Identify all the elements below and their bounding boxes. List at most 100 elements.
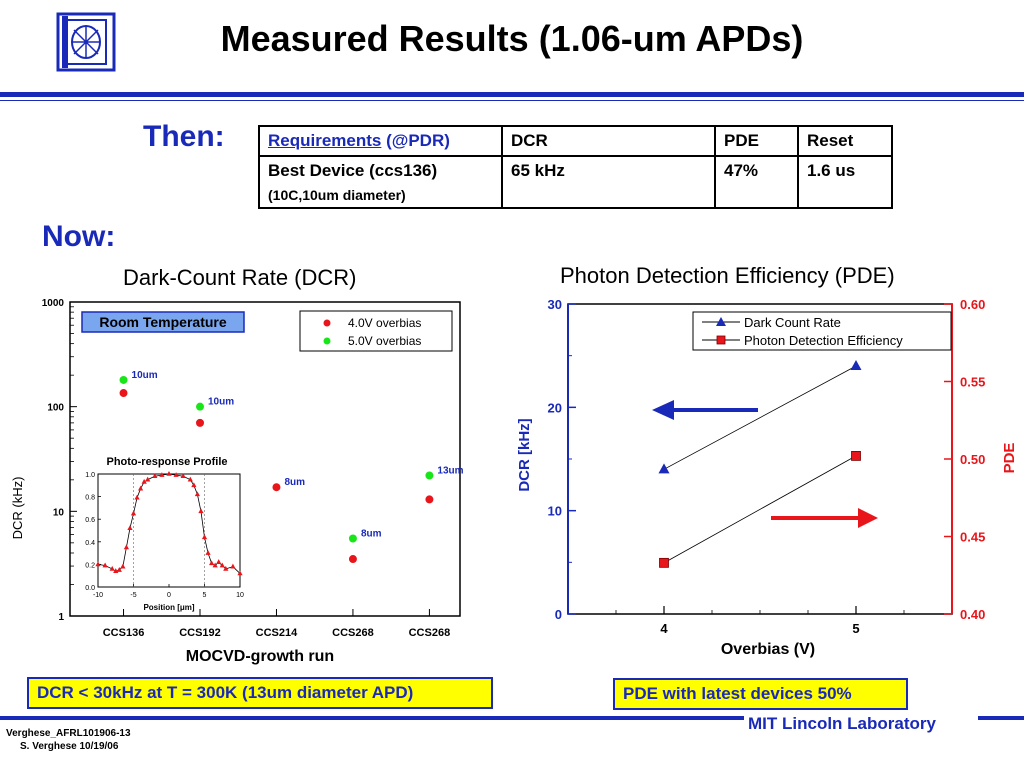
inset-profile-point	[141, 478, 147, 484]
inset-profile-point	[138, 485, 144, 491]
dcr-point-5v	[119, 375, 128, 384]
legend-label-dcr: Dark Count Rate	[744, 315, 841, 330]
inset-ytick-label: 0.2	[85, 562, 95, 569]
pde-left-tick-label: 20	[548, 400, 562, 415]
pde-left-tick-label: 0	[555, 607, 562, 622]
header-pde: PDE	[714, 125, 799, 157]
title-divider-thin	[0, 100, 1024, 101]
footer-rule-left	[0, 716, 744, 720]
dcr-legend	[299, 310, 453, 352]
inset-profile-point	[159, 472, 165, 477]
inset-profile-point	[134, 494, 140, 500]
inset-profile-point	[173, 472, 179, 477]
table-header-row: Requirements (@PDR) DCR PDE Reset	[258, 125, 893, 157]
inset-profile-point	[209, 560, 215, 566]
dcr-size-annotation: 13um	[437, 465, 463, 476]
pde-heading: Photon Detection Efficiency (PDE)	[560, 263, 895, 288]
inset-profile-point	[123, 544, 129, 550]
inset-profile-point	[166, 471, 172, 476]
inset-profile-point	[180, 473, 186, 479]
inset-profile-point	[95, 561, 101, 567]
inset-profile-point	[191, 482, 197, 488]
dcr-xtick-label: CCS192	[179, 627, 221, 639]
header-reset: Reset	[797, 125, 893, 157]
dcr-point-4v	[425, 495, 434, 504]
legend-marker-5v	[323, 337, 331, 345]
inset-xlabel: Position [μm]	[143, 603, 194, 612]
cell-dcr: 65 kHz	[501, 155, 716, 209]
title-divider	[0, 92, 1024, 97]
dcr-ytick-label: 1	[58, 612, 64, 623]
inset-profile-point	[216, 559, 222, 564]
inset-profile-point	[212, 562, 218, 568]
requirements-link[interactable]: Requirements	[268, 131, 382, 150]
pde-plot-frame	[567, 303, 953, 615]
table-row: Best Device (ccs136) (10C,10um diameter)…	[258, 155, 893, 209]
dcr-size-annotation: 10um	[132, 370, 158, 381]
pde-series-line-1	[663, 455, 857, 564]
pde-point-dcr	[658, 463, 670, 474]
pde-point-pde	[659, 557, 669, 568]
legend-marker-pde	[716, 335, 726, 345]
dcr-point-4v	[348, 555, 357, 564]
inset-profile-point	[145, 476, 151, 482]
header-pdr-suffix: (@PDR)	[381, 131, 450, 150]
inset-ytick-label: 0.6	[85, 517, 95, 524]
left-axis-arrow	[652, 400, 758, 420]
inset-profile-point	[130, 510, 137, 516]
inset-profile-point	[237, 570, 243, 576]
footer-rule-right	[978, 716, 1024, 720]
pde-right-tick-label: 0.40	[960, 607, 985, 622]
dcr-ytick-label: 10	[53, 507, 65, 518]
inset-profile-point	[116, 567, 122, 572]
footer-author-date: S. Verghese 10/19/06	[20, 741, 119, 752]
footer-doc-id: Verghese_AFRL101906-13	[6, 728, 131, 739]
pde-ylabel-left: DCR [kHz]	[516, 418, 533, 491]
inset-profile-point	[120, 563, 126, 569]
pde-legend	[692, 311, 952, 351]
page-title: Measured Results (1.06-um APDs)	[220, 18, 804, 59]
dcr-xtick-label: CCS268	[332, 627, 374, 639]
inset-profile-point	[201, 534, 208, 540]
pde-right-tick-label: 0.55	[960, 375, 985, 390]
requirements-table: Requirements (@PDR) DCR PDE Reset Best D…	[258, 125, 893, 209]
legend-marker-dcr	[716, 317, 726, 326]
inset-ytick-label: 0.8	[85, 495, 95, 502]
inset-profile-point	[109, 565, 115, 571]
dcr-point-4v	[272, 483, 281, 492]
inset-xtick-label: 5	[203, 592, 207, 599]
now-label: Now:	[42, 220, 116, 253]
inset-xtick-label: -5	[130, 592, 136, 599]
inset-profile-point	[219, 562, 225, 568]
dcr-xtick-label: CCS214	[256, 627, 298, 639]
device-name: Best Device (ccs136)	[268, 161, 438, 180]
logo	[56, 12, 116, 72]
dcr-ytick-label: 100	[47, 403, 64, 414]
cell-reset: 1.6 us	[797, 155, 893, 209]
pde-xtick-label: 4	[660, 621, 668, 636]
legend-label-4v: 4.0V overbias	[348, 316, 421, 330]
pde-right-tick-label: 0.50	[960, 452, 985, 467]
dcr-ytick-label: 1000	[42, 298, 65, 309]
inset-profile-point	[194, 491, 200, 497]
pde-series-line-0	[663, 365, 857, 470]
inset-profile-point	[102, 562, 108, 568]
legend-label-pde: Photon Detection Efficiency	[744, 333, 903, 348]
header-dcr: DCR	[501, 125, 716, 157]
header-requirements: Requirements (@PDR)	[258, 125, 503, 157]
pde-ylabel-right: PDE	[1001, 443, 1018, 474]
inset-profile-point	[152, 473, 158, 479]
cell-device: Best Device (ccs136) (10C,10um diameter)	[258, 155, 503, 209]
dcr-xlabel: MOCVD-growth run	[186, 648, 334, 665]
dcr-callout: DCR < 30kHz at T = 300K (13um diameter A…	[27, 677, 493, 709]
inset-profile-point	[127, 525, 133, 531]
inset-profile-point	[230, 563, 236, 569]
dcr-point-4v	[119, 389, 128, 398]
dcr-size-annotation: 8um	[361, 529, 382, 540]
inset-profile-point	[198, 508, 204, 514]
dcr-heading: Dark-Count Rate (DCR)	[123, 265, 357, 290]
cell-pde: 47%	[714, 155, 799, 209]
dcr-xtick-label: CCS136	[103, 627, 145, 639]
